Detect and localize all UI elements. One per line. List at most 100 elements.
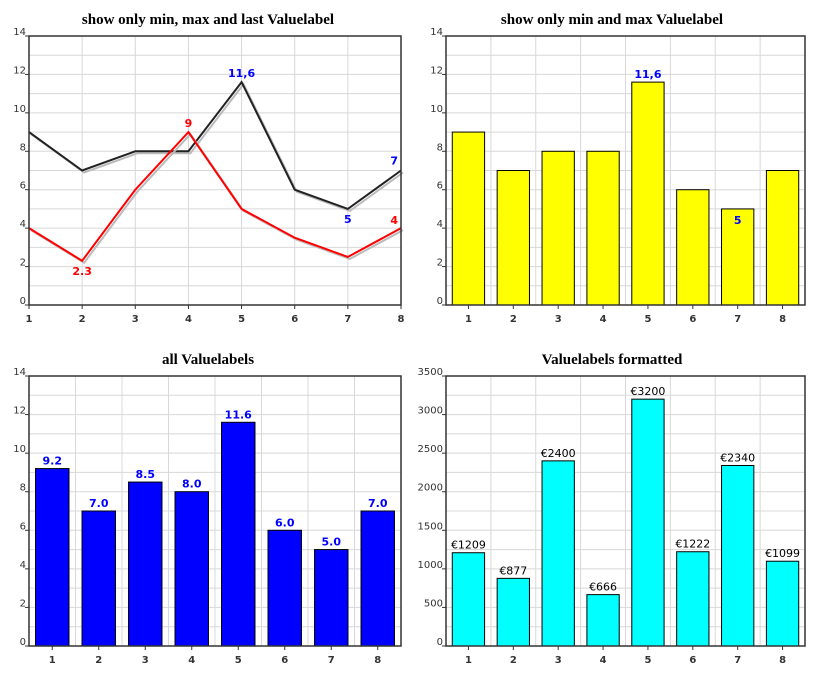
y-tick-label: 0 — [20, 296, 26, 307]
y-tick-label: 2 — [437, 258, 443, 269]
bar — [451, 552, 486, 647]
y-tick-label: 8 — [437, 142, 443, 153]
y-tick-label: 12 — [13, 406, 26, 417]
x-tick-label: 6 — [281, 655, 288, 666]
x-tick-label: 3 — [132, 314, 139, 325]
bar — [81, 510, 116, 647]
value-label: €1099 — [765, 547, 800, 560]
y-tick-label: 12 — [430, 65, 443, 76]
value-label: 2.3 — [72, 265, 92, 278]
x-tick-label: 8 — [779, 314, 786, 325]
x-tick-label: 5 — [644, 314, 651, 325]
y-tick-label: 4 — [20, 560, 26, 571]
x-tick-label: 7 — [734, 314, 741, 325]
x-tick-label: 2 — [510, 314, 517, 325]
x-tick-label: 2 — [95, 655, 102, 666]
bar — [765, 170, 800, 306]
bar — [631, 398, 665, 647]
x-tick-label: 1 — [26, 314, 33, 325]
x-tick-label: 4 — [185, 314, 192, 325]
y-tick-label: 2 — [20, 598, 26, 609]
y-tick-label: 6 — [20, 181, 26, 192]
y-tick-label: 2 — [20, 258, 26, 269]
chart-title: show only min and max Valuelabel — [501, 12, 723, 28]
bar — [541, 460, 575, 647]
y-tick-label: 2000 — [418, 483, 443, 494]
x-tick-label: 3 — [555, 655, 562, 666]
bar — [676, 551, 710, 647]
value-label: 5 — [344, 213, 352, 226]
x-tick-label: 4 — [600, 314, 607, 325]
bar — [35, 468, 70, 647]
chart-title: show only min, max and last Valuelabel — [82, 12, 334, 28]
x-tick-label: 7 — [344, 314, 351, 325]
value-label: 7.0 — [368, 497, 388, 510]
bar — [721, 464, 755, 647]
bar — [128, 481, 163, 647]
y-tick-label: 10 — [13, 104, 26, 115]
y-tick-label: 0 — [437, 637, 443, 648]
value-label: €1222 — [675, 538, 710, 551]
chart-bar-min-max: show only min and max Valuelabel 0 2 4 6 8 10 1… — [430, 12, 806, 325]
bar — [541, 150, 575, 306]
y-tick-label: 500 — [424, 598, 443, 609]
plot-frame — [28, 375, 402, 647]
x-tick-label: 2 — [510, 655, 517, 666]
bar — [360, 510, 395, 647]
value-label: 11.6 — [225, 408, 252, 421]
y-tick-label: 6 — [437, 181, 443, 192]
x-tick-label: 4 — [188, 655, 195, 666]
plot-frame — [445, 375, 806, 647]
bar — [174, 491, 209, 647]
value-label: 8.5 — [136, 468, 156, 481]
bar — [631, 81, 665, 306]
plot-frame — [445, 35, 806, 306]
bar — [765, 560, 800, 647]
y-tick-label: 8 — [20, 483, 26, 494]
y-tick-label: 4 — [437, 219, 443, 230]
bar — [496, 170, 530, 306]
x-tick-label: 5 — [644, 655, 651, 666]
value-label: 9.2 — [43, 455, 63, 468]
plot-frame — [28, 35, 402, 306]
y-tick-label: 1000 — [418, 560, 443, 571]
chart-title: Valuelabels formatted — [542, 352, 683, 368]
bar — [676, 189, 710, 306]
x-tick-label: 8 — [374, 655, 381, 666]
value-label: 5.0 — [322, 536, 342, 549]
value-label: €1209 — [451, 539, 486, 552]
x-tick-label: 6 — [291, 314, 298, 325]
value-label: 7 — [390, 155, 398, 168]
x-tick-label: 4 — [600, 655, 607, 666]
y-tick-label: 0 — [437, 296, 443, 307]
value-label: 6.0 — [275, 516, 295, 529]
bar — [721, 208, 755, 306]
value-label: 9 — [185, 117, 193, 130]
value-label: €2340 — [720, 451, 755, 464]
y-tick-label: 3500 — [418, 367, 443, 378]
x-tick-label: 3 — [142, 655, 149, 666]
x-tick-label: 1 — [465, 314, 472, 325]
series-line-1 — [28, 80, 402, 211]
x-tick-label: 5 — [238, 314, 245, 325]
y-tick-label: 0 — [20, 637, 26, 648]
x-tick-label: 3 — [555, 314, 562, 325]
x-tick-label: 6 — [689, 314, 696, 325]
value-label: 4 — [390, 214, 398, 227]
y-tick-label: 14 — [13, 367, 26, 378]
value-label: €2400 — [541, 447, 576, 460]
x-tick-label: 7 — [734, 655, 741, 666]
y-tick-label: 2500 — [418, 444, 443, 455]
value-label: €877 — [499, 564, 527, 577]
value-label: 11,6 — [634, 68, 661, 81]
value-label: 7.0 — [89, 497, 109, 510]
x-tick-label: 5 — [235, 655, 242, 666]
bar — [586, 150, 620, 306]
x-tick-label: 8 — [779, 655, 786, 666]
bar — [267, 529, 302, 647]
chart-title: all Valuelabels — [162, 352, 254, 368]
y-tick-label: 10 — [430, 104, 443, 115]
bar — [221, 421, 256, 647]
y-tick-label: 4 — [20, 219, 26, 230]
bar — [586, 594, 620, 647]
